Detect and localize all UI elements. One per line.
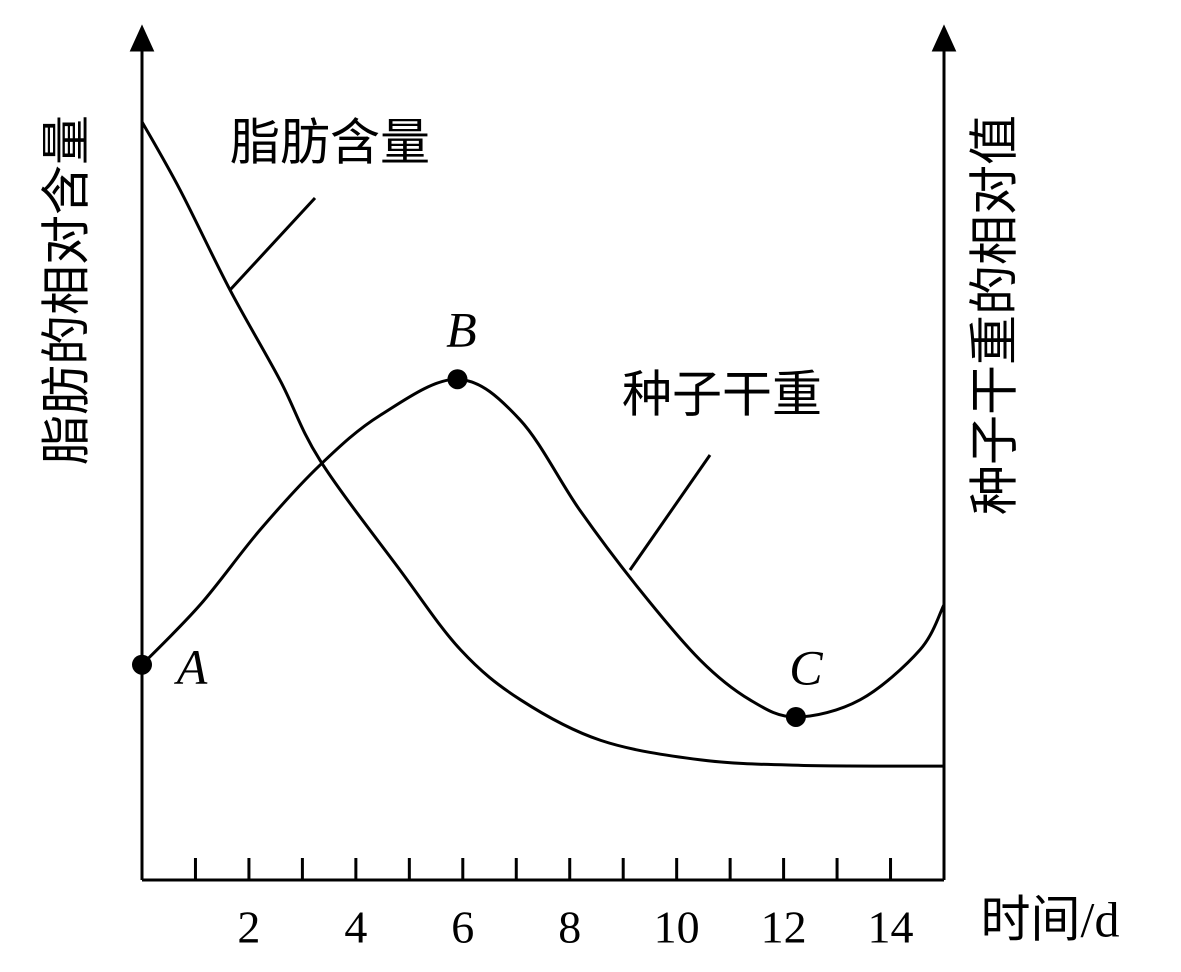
x-tick-label: 14 bbox=[868, 902, 914, 953]
point-label: A bbox=[174, 639, 208, 695]
point-marker bbox=[132, 654, 152, 675]
point-marker bbox=[447, 369, 468, 390]
point-label: B bbox=[446, 302, 477, 358]
x-tick-label: 10 bbox=[654, 902, 700, 953]
y-axis-label: 脂肪的相对含量 bbox=[38, 115, 94, 465]
x-tick-label: 8 bbox=[558, 902, 581, 953]
series-line bbox=[140, 377, 946, 719]
y-arrow bbox=[129, 24, 155, 52]
series-line bbox=[140, 121, 945, 768]
x-tick-label: 6 bbox=[451, 902, 474, 953]
x-tick-label: 2 bbox=[237, 902, 260, 953]
x-tick-label: 4 bbox=[344, 902, 367, 953]
x-tick-label: 12 bbox=[761, 902, 807, 953]
y2-axis-label: 种子干重的相对值 bbox=[966, 115, 1022, 515]
series-label: 种子干重 bbox=[622, 366, 822, 422]
x-axis-label: 时间/d bbox=[981, 891, 1120, 947]
y2-arrow bbox=[931, 24, 957, 52]
leader-line bbox=[228, 196, 317, 292]
point-marker bbox=[785, 706, 806, 727]
leader-line bbox=[628, 454, 712, 571]
series-label: 脂肪含量 bbox=[230, 114, 430, 170]
point-label: C bbox=[789, 639, 823, 695]
